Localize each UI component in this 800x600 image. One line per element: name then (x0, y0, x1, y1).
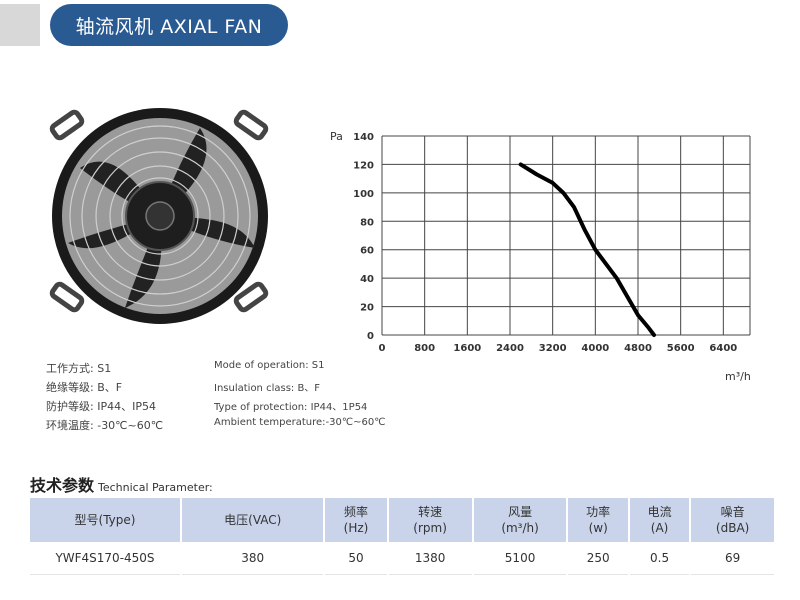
pressure-curve-line (518, 162, 656, 337)
cell-power: 250 (568, 542, 628, 575)
x-tick-label: 4800 (624, 343, 652, 354)
y-tick-label: 60 (360, 246, 374, 257)
mount-foot (233, 109, 269, 141)
cell-voltage: 380 (182, 542, 324, 575)
header-speed: 转速 (rpm) (388, 498, 472, 542)
table-row: YWF4S170-450S 380 50 1380 5100 250 0.5 6… (30, 542, 774, 575)
page-title: 轴流风机 AXIAL FAN (50, 4, 288, 46)
x-axis-label: m³/h (725, 370, 751, 383)
header-noise: 噪音 (dBA) (691, 498, 774, 542)
spec-en-2: Type of protection: IP44、1P54 (214, 402, 368, 413)
cell-noise: 69 (691, 542, 774, 575)
performance-chart: 0 20 40 60 80 100 120 140 0 800 1600 2400 3200 4000 48… (330, 130, 751, 383)
mount-foot (233, 281, 269, 313)
x-tick-label: 6400 (709, 343, 737, 354)
x-tick-label: 5600 (667, 343, 695, 354)
y-tick-label: 140 (353, 132, 374, 143)
x-tick-label: 0 (379, 343, 386, 354)
mount-foot (49, 281, 85, 313)
header-power: 功率 (w) (568, 498, 628, 542)
x-tick-label: 2400 (496, 343, 524, 354)
header-type: 型号(Type) (30, 498, 180, 542)
mount-foot (49, 109, 85, 141)
cell-airflow: 5100 (473, 542, 567, 575)
y-tick-label: 100 (353, 189, 374, 200)
x-tick-label: 1600 (453, 343, 481, 354)
spec-en-3: Ambient temperature:-30℃~60℃ (214, 417, 386, 428)
x-tick-label: 3200 (539, 343, 567, 354)
cell-current: 0.5 (629, 542, 690, 575)
tech-params-heading: 技术参数 Technical Parameter: (30, 472, 213, 496)
y-tick-label: 80 (360, 217, 374, 228)
header-current: 电流 (A) (629, 498, 690, 542)
y-tick-label: 0 (367, 331, 374, 342)
cell-type: YWF4S170-450S (30, 542, 180, 575)
header-voltage: 电压(VAC) (182, 498, 324, 542)
y-axis-label: Pa (330, 130, 343, 143)
spec-en-0: Mode of operation: S1 (214, 360, 325, 371)
x-tick-label: 800 (414, 343, 435, 354)
spec-cn-1: 绝缘等级: B、F (46, 381, 123, 394)
y-tick-label: 20 (360, 303, 374, 314)
spec-cn-3: 环境温度: -30℃~60℃ (46, 419, 164, 432)
spec-cn-2: 防护等级: IP44、IP54 (46, 400, 156, 413)
x-tick-label: 4000 (581, 343, 609, 354)
parameter-table: 型号(Type) 电压(VAC) 频率 (Hz) 转速 (rpm) 风量 (m³/h)… (28, 498, 776, 575)
fan-hub-center (145, 201, 175, 231)
fan-grill (69, 125, 251, 307)
header-frequency: 频率 (Hz) (325, 498, 387, 542)
tech-subtitle: Technical Parameter: (98, 481, 213, 494)
y-tick-label: 120 (353, 160, 374, 171)
spec-cn-0: 工作方式: S1 (46, 362, 112, 375)
cell-frequency: 50 (325, 542, 387, 575)
axial-fan-image (49, 108, 269, 324)
table-header-row: 型号(Type) 电压(VAC) 频率 (Hz) 转速 (rpm) 风量 (m³/h)… (30, 498, 774, 542)
y-tick-label: 40 (360, 274, 374, 285)
cell-speed: 1380 (388, 542, 472, 575)
spec-en-1: Insulation class: B、F (214, 383, 321, 394)
left-tab-decoration (0, 4, 40, 46)
header-airflow: 风量 (m³/h) (473, 498, 567, 542)
tech-title: 技术参数 (30, 476, 95, 495)
